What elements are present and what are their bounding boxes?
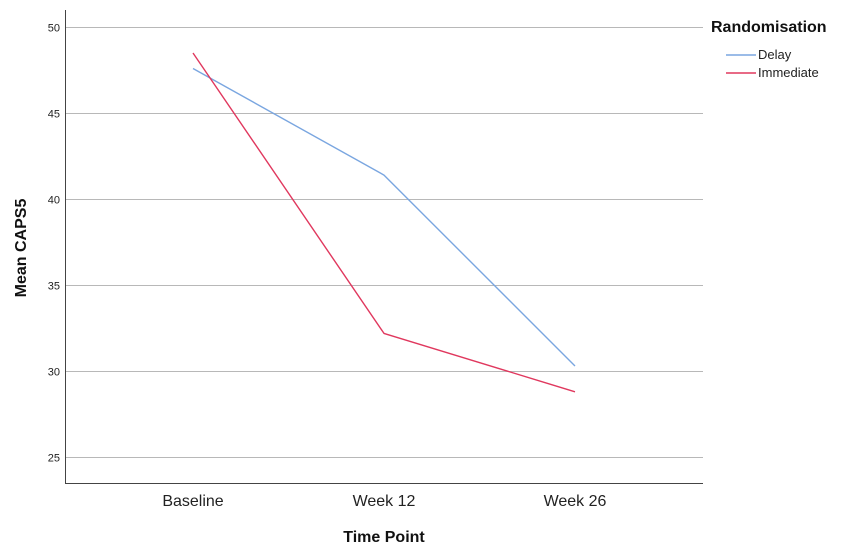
legend: Randomisation Delay Immediate (711, 19, 827, 80)
gridlines (65, 27, 703, 458)
x-axis-title: Time Point (343, 529, 425, 545)
axes (65, 10, 703, 484)
x-tick-label-baseline: Baseline (162, 493, 223, 510)
legend-title: Randomisation (711, 19, 827, 36)
y-tick-label-50: 50 (48, 23, 60, 35)
x-tick-label-week-12: Week 12 (353, 493, 416, 510)
series-line-immediate (192, 52, 576, 393)
y-axis-title: Mean CAPS5 (13, 199, 30, 298)
y-tick-labels: 25 30 35 40 45 50 (48, 23, 60, 465)
series-lines (192, 52, 576, 393)
x-tick-label-week-26: Week 26 (544, 493, 607, 510)
legend-items: Delay Immediate (726, 47, 819, 80)
y-tick-label-25: 25 (48, 453, 60, 465)
legend-label-immediate: Immediate (758, 65, 819, 80)
y-tick-label-30: 30 (48, 367, 60, 379)
x-tick-labels: Baseline Week 12 Week 26 (162, 493, 606, 510)
y-tick-label-45: 45 (48, 109, 60, 121)
y-tick-label-35: 35 (48, 281, 60, 293)
y-tick-label-40: 40 (48, 195, 60, 207)
legend-label-delay: Delay (758, 47, 792, 62)
series-line-delay (192, 67, 576, 367)
